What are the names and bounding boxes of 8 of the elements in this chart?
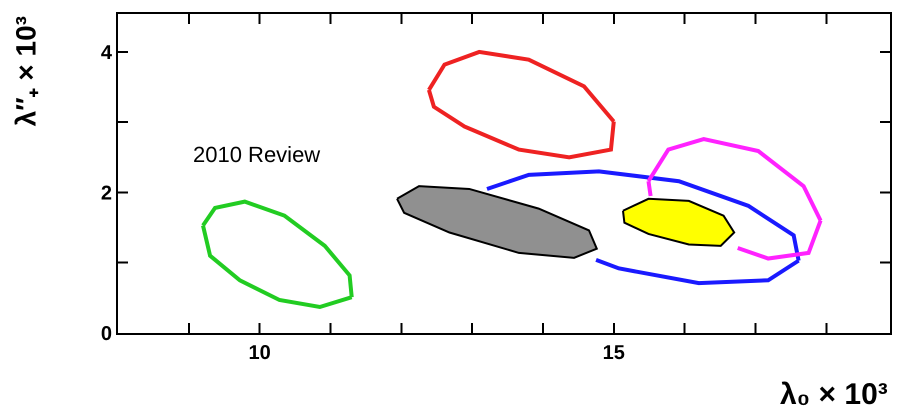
y-tick-label: 0 <box>100 323 112 345</box>
x-axis-title: λ₀ × 10³ <box>780 378 888 411</box>
x-tick-label: 10 <box>248 342 271 364</box>
annotation: 2010 Review <box>193 142 320 167</box>
y-tick-label: 2 <box>100 182 112 204</box>
x-tick-label: 15 <box>602 342 625 364</box>
y-axis-title: λ″₊ × 10³ <box>10 16 42 126</box>
y-tick-label: 4 <box>100 42 113 64</box>
